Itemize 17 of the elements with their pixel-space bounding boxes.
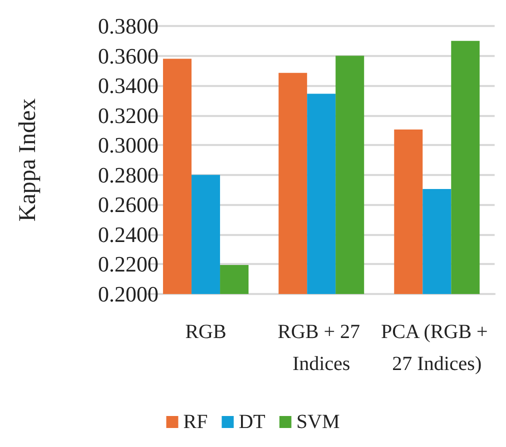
y-tick-label: 0.2800 xyxy=(98,162,158,188)
y-tick-label: 0.2600 xyxy=(98,192,158,218)
y-tick-label: 0.3800 xyxy=(98,14,158,38)
y-tick-label: 0.3200 xyxy=(98,102,158,128)
legend-label: DT xyxy=(238,411,266,433)
y-tick-label: 0.2200 xyxy=(98,252,158,277)
y-tick-label: 0.2000 xyxy=(98,282,158,306)
y-tick-label: 0.3000 xyxy=(98,132,158,158)
y-tick-label: 0.3600 xyxy=(98,43,158,68)
y-tick-label: 0.2400 xyxy=(98,222,158,247)
x-tick-label: RGB xyxy=(185,321,226,343)
y-tick-label: 0.3400 xyxy=(98,73,158,98)
x-tick-label: PCA (RGB + 27 Indices) xyxy=(380,321,493,375)
legend-label: RF xyxy=(183,411,208,433)
legend-label: SVM xyxy=(296,411,340,433)
y-axis-title: Kappa Index xyxy=(15,98,41,222)
x-tick-label: RGB + 27 Indices xyxy=(278,321,366,375)
